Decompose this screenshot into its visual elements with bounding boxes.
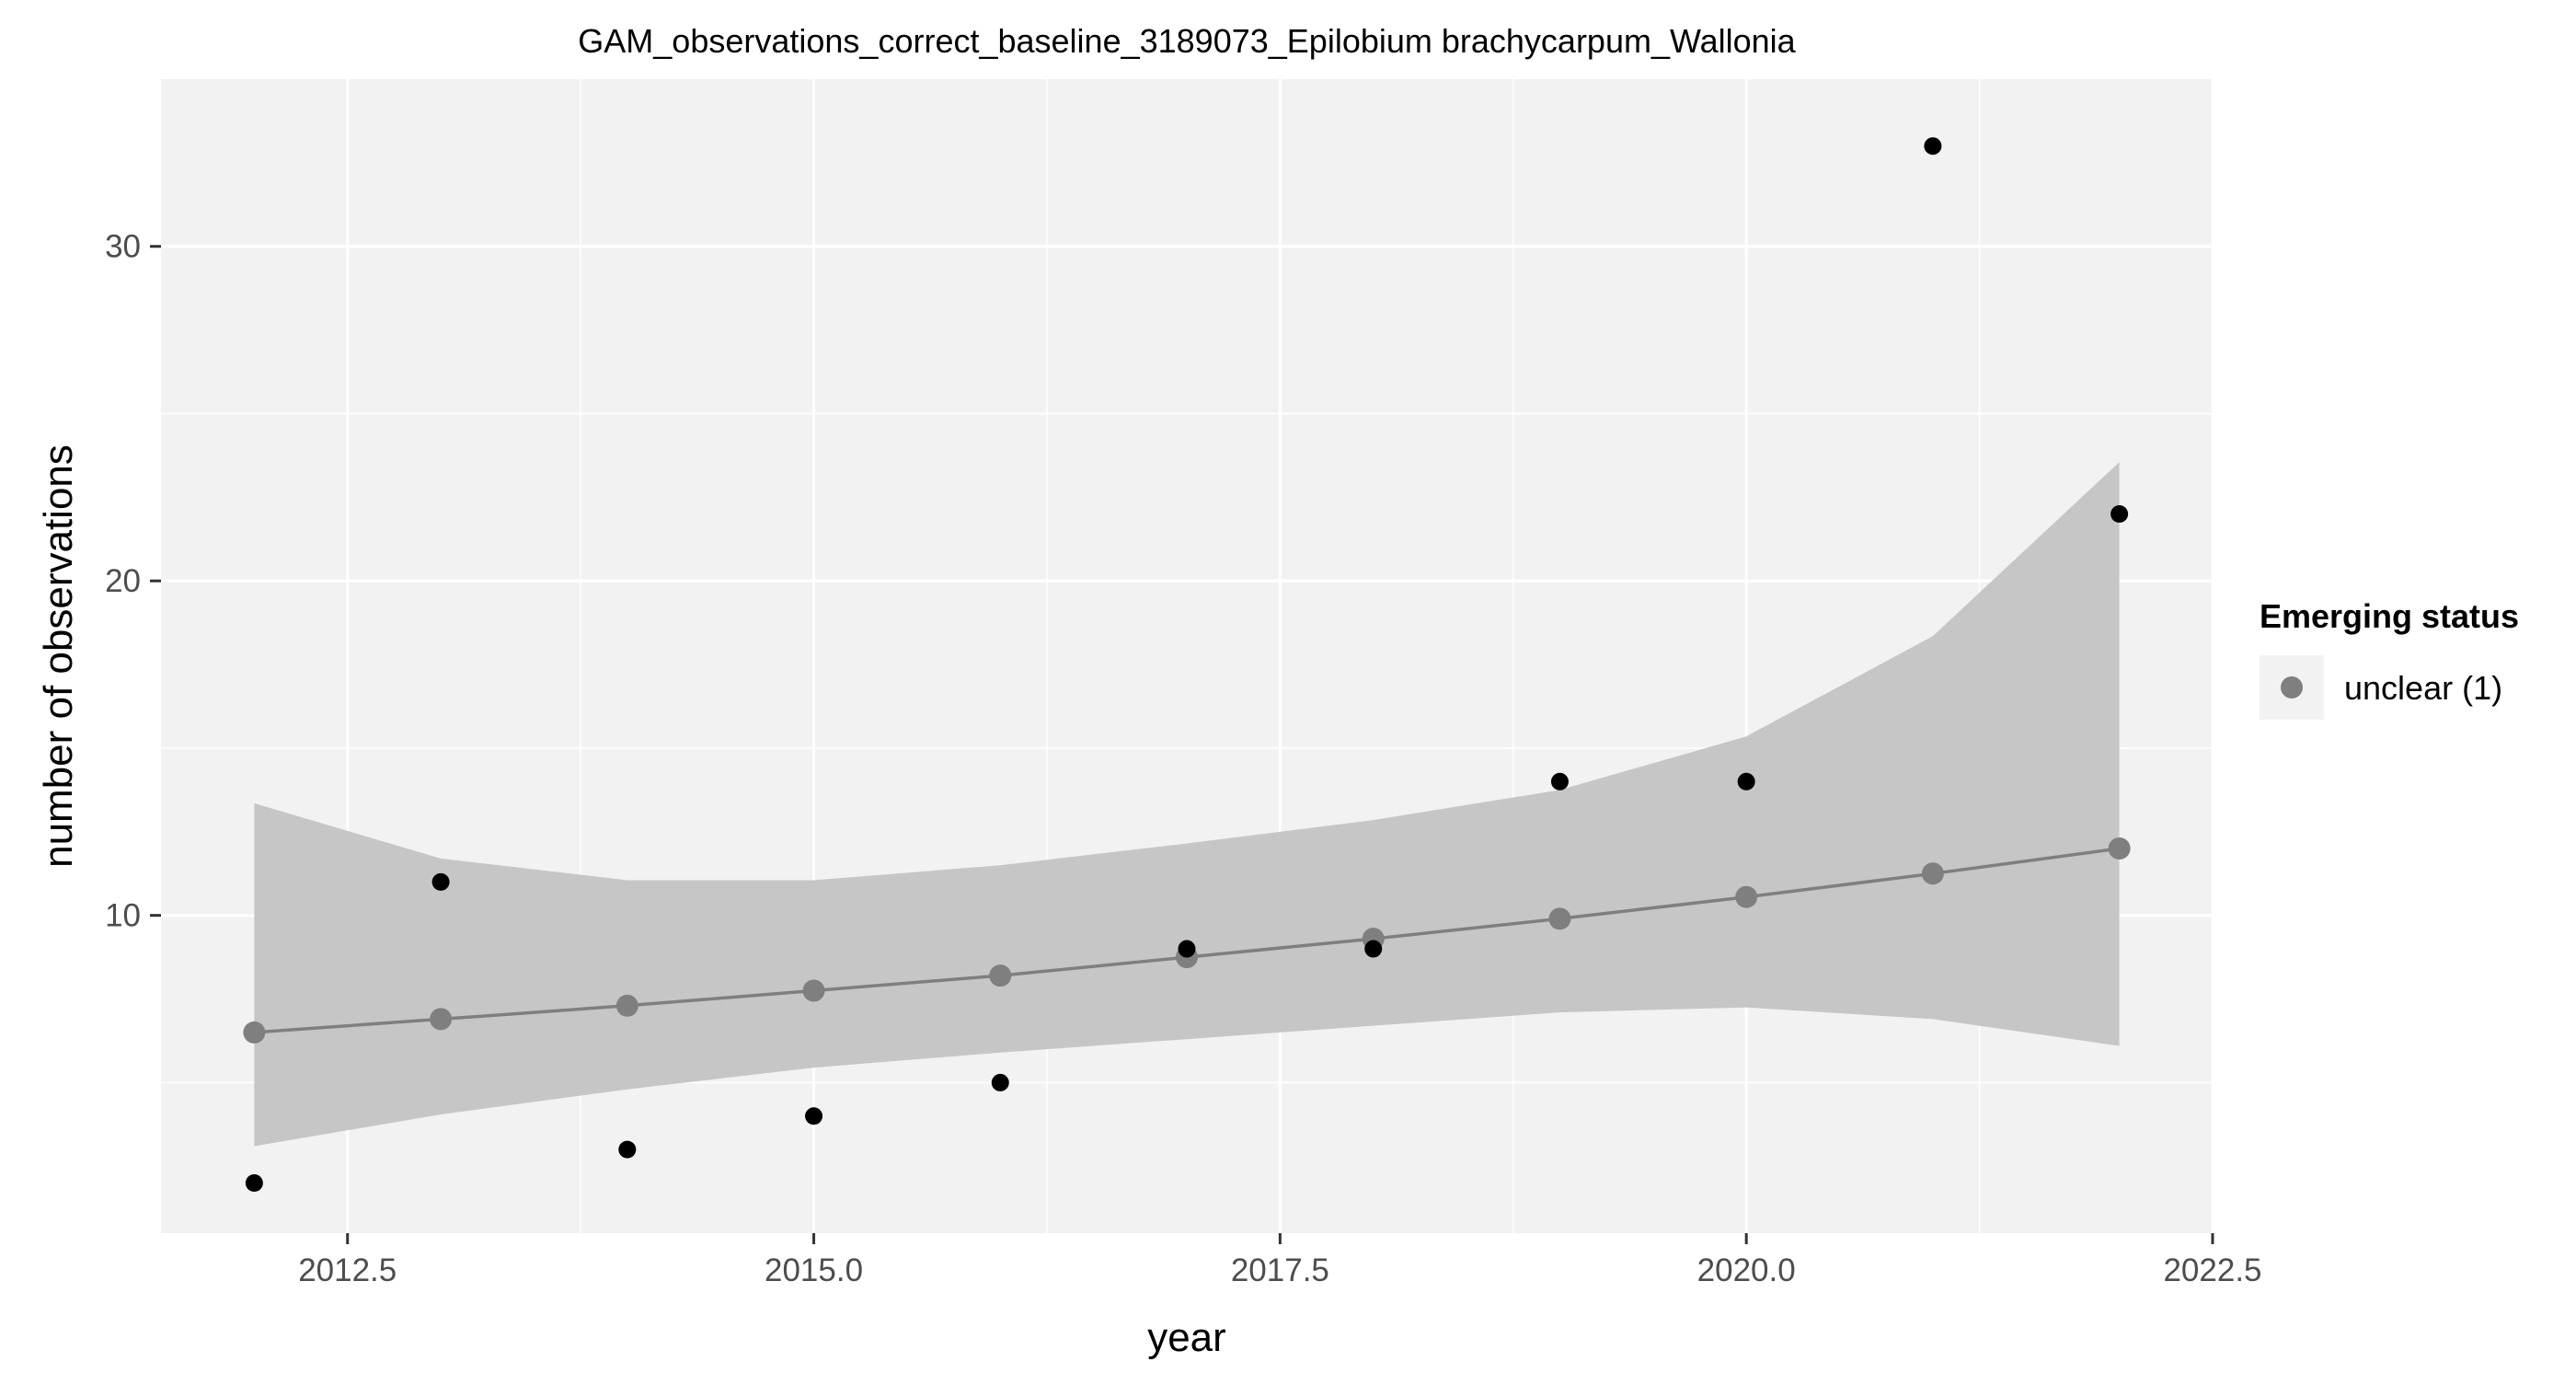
fitted-point [615, 994, 638, 1017]
x-tick-label: 2012.5 [298, 1252, 397, 1288]
observed-point [805, 1107, 823, 1125]
observed-point [431, 872, 450, 891]
x-tick-label: 2015.0 [765, 1252, 863, 1288]
fitted-point [989, 964, 1012, 987]
fitted-point [243, 1021, 266, 1044]
fitted-point [1548, 907, 1571, 930]
legend-entry-label: unclear (1) [2344, 669, 2502, 707]
y-tick-label: 30 [105, 229, 141, 265]
grid-major [161, 79, 2214, 1233]
x-axis: 2012.5 2015.0 2017.5 2020.0 2022.5 [298, 1233, 2262, 1288]
observed-point [991, 1073, 1009, 1091]
fitted-point [802, 979, 825, 1002]
chart-title: GAM_observations_correct_baseline_318907… [578, 22, 1796, 60]
x-tick-label: 2022.5 [2163, 1252, 2261, 1288]
fitted-point [2108, 837, 2131, 860]
observed-point [1178, 940, 1196, 958]
observed-point [1550, 772, 1569, 791]
fitted-point [1921, 862, 1944, 885]
legend: Emerging status unclear (1) [2260, 597, 2519, 720]
x-tick-label: 2017.5 [1231, 1252, 1329, 1288]
x-tick-label: 2020.0 [1697, 1252, 1796, 1288]
x-axis-label: year [1147, 1315, 1226, 1360]
y-tick-label: 10 [105, 898, 141, 934]
fitted-point [1735, 885, 1758, 908]
fitted-point [430, 1008, 453, 1031]
legend-title: Emerging status [2260, 597, 2519, 635]
observed-point [618, 1140, 637, 1159]
y-tick-label: 20 [105, 563, 141, 599]
observed-point [1737, 772, 1755, 791]
observed-point [2110, 505, 2129, 524]
y-axis: 10 20 30 [105, 229, 161, 934]
observed-point [1364, 940, 1383, 958]
observed-points [245, 137, 2129, 1192]
confidence-band-area [254, 462, 2120, 1147]
observed-point [1924, 137, 1942, 156]
observed-point [245, 1173, 263, 1192]
confidence-band [254, 462, 2120, 1147]
y-axis-label: number of observations [36, 444, 81, 868]
legend-key-swatch [2281, 676, 2303, 698]
